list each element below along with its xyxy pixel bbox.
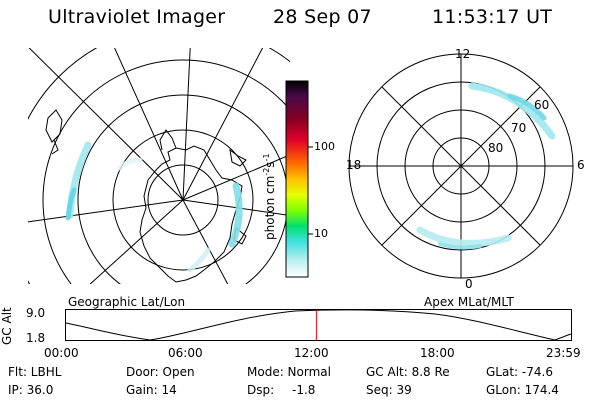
lat-circle <box>112 129 254 271</box>
lon-line <box>28 199 184 223</box>
mlt-label-0: 0 <box>465 277 473 291</box>
aurora-arc <box>228 182 243 248</box>
seq-readout: Seq: 39 <box>366 383 412 397</box>
lat-circle <box>147 164 219 236</box>
altitude-xtick: 00:00 <box>44 346 79 360</box>
mlat-label-80: 80 <box>488 141 504 155</box>
lon-line <box>89 199 184 284</box>
mlt-label-12: 12 <box>455 47 471 61</box>
altitude-ytick: 9.0 <box>26 306 46 320</box>
colorbar-unit-mid: s <box>263 161 277 168</box>
colorbar-gradient <box>285 80 309 278</box>
mlt-label-6: 6 <box>577 158 585 172</box>
colorbar-unit-exp1: -2 <box>262 167 271 176</box>
island-coastline <box>229 148 247 167</box>
date-label: 28 Sep 07 <box>273 6 372 28</box>
lon-line <box>114 48 184 201</box>
gc-alt-readout: GC Alt: 8.8 Re <box>366 365 450 379</box>
aurora-arc <box>65 187 77 221</box>
aurora-arc <box>66 141 92 219</box>
lon-line <box>182 48 264 201</box>
colorbar-unit-exp2: -1 <box>262 153 271 162</box>
mlt-label-18: 18 <box>346 158 362 172</box>
lon-line <box>28 48 184 201</box>
aurora-oval <box>507 93 547 121</box>
lon-line <box>182 48 191 201</box>
mlat-label-70: 70 <box>511 121 527 135</box>
gain-readout: Gain: 14 <box>126 383 177 397</box>
peninsula-coastline <box>159 129 177 151</box>
mode-readout: Mode: Normal <box>247 365 331 379</box>
altitude-xtick: 12:00 <box>294 346 329 360</box>
dsp-label: Dsp: <box>247 383 275 397</box>
aurora-oval <box>416 226 512 247</box>
apex-polar-plot <box>348 53 574 279</box>
altitude-xtick: 23:59 <box>546 346 581 360</box>
altitude-ylabel: GC Alt <box>0 307 14 345</box>
altitude-xtick: 18:00 <box>420 346 455 360</box>
south-america-coastline <box>45 109 63 143</box>
glon-readout: GLon: 174.4 <box>486 383 559 397</box>
altitude-xtick: 06:00 <box>168 346 203 360</box>
filter-readout: Flt: LBHL <box>8 365 62 379</box>
lat-circle <box>42 59 290 284</box>
time-label: 11:53:17 UT <box>432 6 553 28</box>
aurora-arc <box>117 157 143 171</box>
glat-readout: GLat: -74.6 <box>486 365 553 379</box>
lon-line <box>182 199 229 284</box>
geographic-panel-label: Geographic Lat/Lon <box>68 295 186 309</box>
instrument-title: Ultraviolet Imager <box>48 6 226 28</box>
mlat-label-60: 60 <box>534 98 550 112</box>
colorbar <box>285 80 313 278</box>
colorbar-tick: 10 <box>314 227 328 240</box>
altitude-ytick: 1.8 <box>26 331 46 345</box>
dsp-readout: Dsp: -1.8 <box>247 383 315 397</box>
mlt-line <box>381 86 541 246</box>
altitude-curve <box>65 309 572 341</box>
aurora-arc <box>187 247 211 273</box>
colorbar-unit-base: photon cm <box>263 175 277 240</box>
altitude-plot-frame <box>65 309 572 341</box>
lon-line <box>182 154 290 201</box>
lon-line <box>182 199 290 216</box>
south-america-coastline <box>51 139 59 155</box>
antarctica-coastline <box>139 145 243 283</box>
door-readout: Door: Open <box>126 365 195 379</box>
dsp-value: -1.8 <box>291 383 316 397</box>
apex-panel-label: Apex MLat/MLT <box>424 295 514 309</box>
aurora-oval <box>468 82 556 140</box>
colorbar-tick: 100 <box>314 140 335 153</box>
altitude-plot <box>65 309 572 341</box>
aurora-oval <box>438 242 482 250</box>
ip-readout: IP: 36.0 <box>8 383 54 397</box>
